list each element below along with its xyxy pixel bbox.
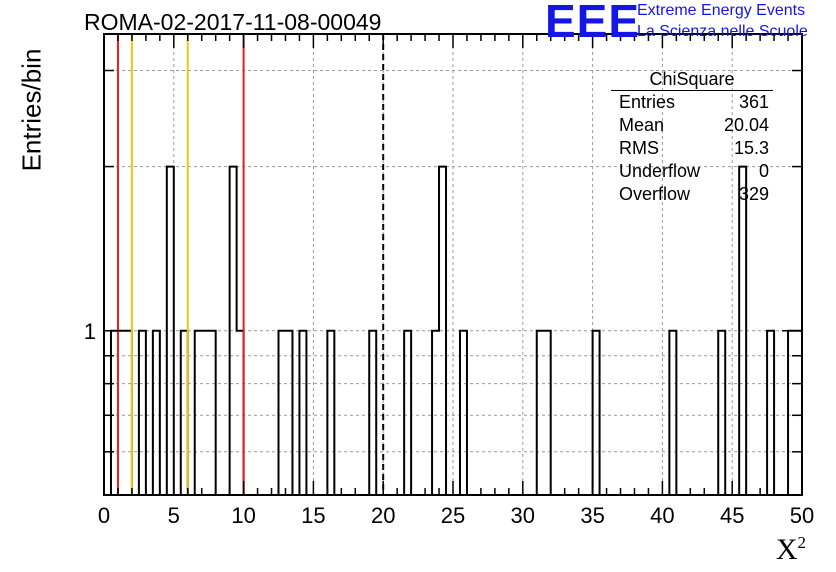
x-tick-label: 45 [720,503,744,528]
stats-value: 20.04 [723,115,769,135]
eee-logo: EEE [545,0,641,47]
x-tick-label: 40 [650,503,674,528]
stats-value: 329 [738,184,769,204]
stats-row-underflow: Underflow 0 [611,160,773,183]
stats-row-mean: Mean 20.04 [611,114,773,137]
stats-label: Entries [619,92,676,112]
x-tick-label: 25 [441,503,465,528]
x-axis-label: X2 [776,533,806,567]
x-axis-label-base: X [775,533,798,566]
x-tick-label: 20 [371,503,395,528]
x-tick-label: 5 [168,503,180,528]
x-tick-label: 35 [580,503,604,528]
x-tick-label: 50 [790,503,814,528]
stats-value: 15.3 [733,138,769,158]
logo-line-2: La Scienza nelle Scuole [637,23,808,40]
x-tick-label: 15 [301,503,325,528]
y-axis-label: Entries/bin [16,48,47,172]
stats-value: 0 [758,161,769,181]
stats-row-overflow: Overflow 329 [611,183,773,206]
stats-row-entries: Entries 361 [611,91,773,114]
plot-title: ROMA-02-2017-11-08-00049 [84,9,382,35]
x-tick-label: 30 [511,503,535,528]
stats-label: RMS [619,138,659,158]
stats-box: ChiSquare Entries 361 Mean 20.04 RMS 15.… [611,68,773,206]
logo-line-1: Extreme Energy Events [637,2,806,19]
stats-label: Underflow [619,161,701,181]
stats-title: ChiSquare [611,68,773,91]
stats-row-rms: RMS 15.3 [611,137,773,160]
stats-label: Overflow [619,184,691,204]
x-tick-label: 0 [98,503,110,528]
stats-value: 361 [738,92,769,112]
x-axis-label-sup: 2 [797,533,807,552]
x-tick-label: 10 [231,503,255,528]
y-tick-label: 1 [84,319,96,344]
stats-label: Mean [619,115,665,135]
